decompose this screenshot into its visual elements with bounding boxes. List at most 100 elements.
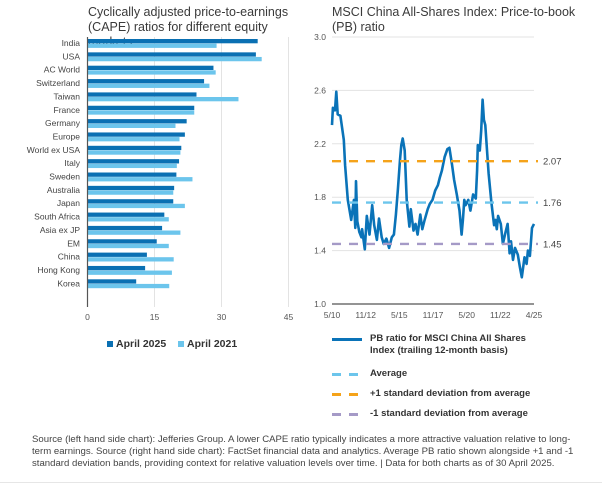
category-label: Europe xyxy=(53,131,81,141)
bar-april-2021 xyxy=(87,217,169,222)
legend-item-april-2021: April 2021 xyxy=(178,338,237,350)
bar-april-2025 xyxy=(87,132,185,137)
cape-bar-chart: 0 15 30 45 India USA AC World Switzerland Taiwan… xyxy=(27,37,294,322)
legend-item-april-2025: April 2025 xyxy=(107,338,166,350)
x-tick-label: 11/12 xyxy=(355,310,376,320)
x-tick-label: 5/10 xyxy=(324,310,341,320)
source-footnote: Source (left hand side chart): Jefferies… xyxy=(32,434,574,469)
category-label: EM xyxy=(67,238,80,248)
x-tick-label: 4/25 xyxy=(526,310,543,320)
y-tick-label: 3.0 xyxy=(314,32,326,42)
x-tick-label: 5/20 xyxy=(458,310,475,320)
bar-april-2025 xyxy=(87,92,197,97)
category-label: Asia ex JP xyxy=(40,225,80,235)
legend-label-april-2025: April 2025 xyxy=(116,338,167,350)
category-label: Sweden xyxy=(49,172,80,182)
y-tick-label: 1.4 xyxy=(314,246,326,256)
bar-april-2021 xyxy=(87,190,174,195)
legend-key-plus1sd xyxy=(332,393,362,396)
bar-april-2021 xyxy=(87,270,172,275)
y-tick-label: 1.8 xyxy=(314,192,326,202)
legend-label-pb-ratio: PB ratio for MSCI China All Shares Index… xyxy=(370,333,526,356)
bar-april-2025 xyxy=(87,39,258,44)
legend-label-april-2021: April 2021 xyxy=(187,338,238,350)
legend-key-minus1sd xyxy=(332,413,362,416)
bar-april-2025 xyxy=(87,265,146,271)
bar-april-2025 xyxy=(87,145,182,151)
bar-april-2021 xyxy=(87,137,180,142)
bar-april-2025 xyxy=(87,159,180,164)
category-label: Australia xyxy=(47,185,80,195)
bar-april-2021 xyxy=(87,56,262,62)
legend-key-average xyxy=(332,373,362,376)
y-tick-label: 2.6 xyxy=(314,85,326,95)
category-label: USA xyxy=(63,51,81,61)
bar-april-2021 xyxy=(87,243,169,249)
bar-april-2025 xyxy=(87,212,165,217)
pb-ratio-line xyxy=(330,90,536,279)
bar-april-2025 xyxy=(87,185,175,191)
bar-april-2021 xyxy=(87,43,217,48)
bar-april-2021 xyxy=(87,70,216,75)
bar-april-2021 xyxy=(87,110,195,115)
bar-april-2025 xyxy=(87,105,195,111)
x-tick-label: 15 xyxy=(150,312,160,322)
bar-april-2021 xyxy=(87,163,177,169)
category-label: Germany xyxy=(45,118,81,128)
bar-april-2025 xyxy=(87,172,177,177)
legend-key-pb-ratio xyxy=(332,338,362,341)
bar-april-2025 xyxy=(87,52,256,57)
bar-april-2021 xyxy=(87,150,181,155)
legend-swatch-april-2021 xyxy=(178,341,184,347)
bar-april-2021 xyxy=(87,177,193,182)
category-label: South Africa xyxy=(34,212,80,222)
x-tick-label: 11/17 xyxy=(423,310,444,320)
category-label: Switzerland xyxy=(36,78,80,88)
category-label: France xyxy=(54,105,81,115)
legend-label-average: Average xyxy=(370,368,408,379)
bar-april-2025 xyxy=(87,279,137,284)
bar-april-2025 xyxy=(87,252,147,257)
bottom-divider xyxy=(0,482,602,483)
reference-line-label: 1.76 xyxy=(543,198,562,209)
bar-april-2021 xyxy=(87,230,181,235)
bar-april-2021 xyxy=(87,257,174,262)
x-tick-label: 5/15 xyxy=(391,310,408,320)
category-label: AC World xyxy=(44,65,80,75)
x-tick-label: 0 xyxy=(85,312,90,322)
category-label: India xyxy=(62,38,81,48)
right-chart-title: MSCI China All-Shares Index: Price-to-bo… xyxy=(332,5,576,34)
legend-label-minus1sd: -1 standard deviation from average xyxy=(370,408,528,419)
y-tick-label: 1.0 xyxy=(314,299,326,309)
bar-april-2025 xyxy=(87,119,187,124)
bar-april-2021 xyxy=(87,123,176,128)
y-tick-label: 2.2 xyxy=(314,139,326,149)
bar-april-2025 xyxy=(87,79,205,84)
x-tick-label: 11/22 xyxy=(490,310,511,320)
reference-line-label: 2.07 xyxy=(543,157,562,168)
bar-april-2021 xyxy=(87,83,210,88)
category-label: Taiwan xyxy=(54,91,81,101)
pb-line-chart: 1.0 1.4 1.8 2.2 2.6 3.0 5/10 11/12 5/15 11/17 5/20… xyxy=(314,32,562,320)
bar-april-2025 xyxy=(87,239,157,244)
category-label: China xyxy=(58,252,80,262)
legend-item-pb-ratio: PB ratio for MSCI China All Shares Index… xyxy=(332,333,552,357)
bar-april-2025 xyxy=(87,225,163,231)
legend-item-average: Average xyxy=(332,368,408,380)
legend-label-plus1sd: +1 standard deviation from average xyxy=(370,388,531,399)
x-tick-label: 45 xyxy=(284,312,294,322)
bar-april-2021 xyxy=(87,97,239,102)
legend-swatch-april-2025 xyxy=(107,341,113,347)
category-label: Hong Kong xyxy=(37,265,80,275)
reference-line-label: 1.45 xyxy=(543,239,562,250)
category-label: World ex USA xyxy=(27,145,81,155)
x-tick-label: 30 xyxy=(217,312,227,322)
legend-item-plus1sd: +1 standard deviation from average xyxy=(332,388,531,400)
category-label: Korea xyxy=(57,278,80,288)
category-label: Italy xyxy=(64,158,80,168)
bar-april-2021 xyxy=(87,283,170,289)
bar-april-2025 xyxy=(87,65,214,70)
legend-item-minus1sd: -1 standard deviation from average xyxy=(332,408,528,420)
bar-april-2021 xyxy=(87,203,185,209)
category-label: Japan xyxy=(57,198,80,208)
